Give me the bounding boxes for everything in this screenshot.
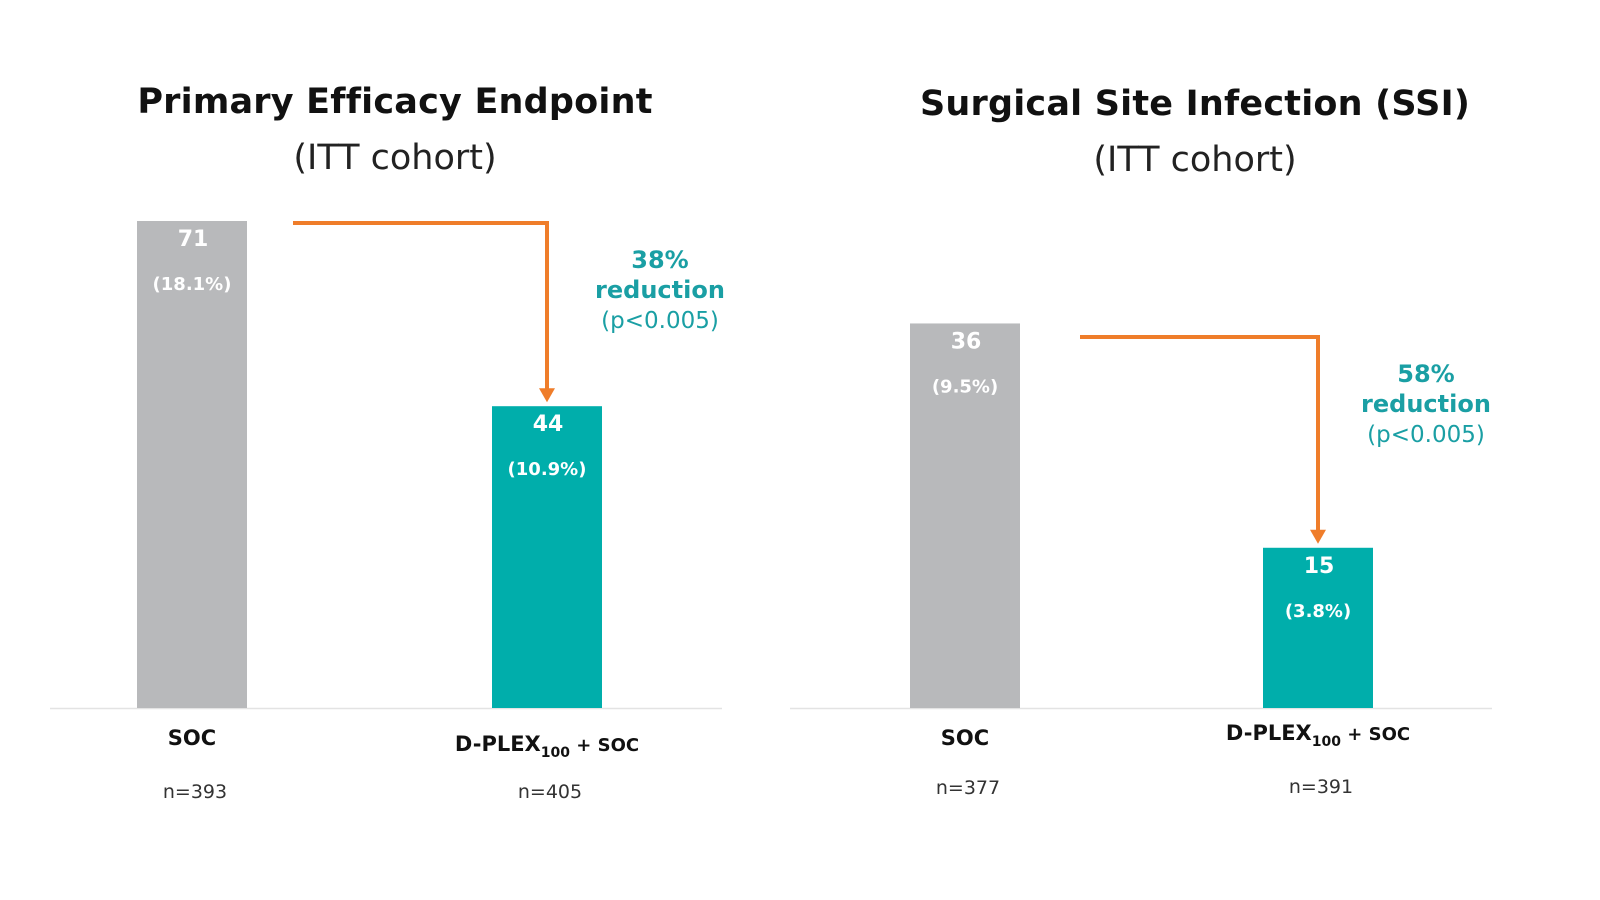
- sample-size-label: n=393: [163, 781, 227, 803]
- bar-chart-primary-efficacy: 71 (18.1%) SOC n=393 44 (10.9%) D-PLEX100 + SO…: [50, 221, 725, 803]
- bar-percent-label: (18.1%): [153, 274, 232, 295]
- reduction-percent-label: 38%: [631, 246, 688, 274]
- sample-size-label: n=405: [518, 781, 582, 803]
- bar-percent-label: (3.8%): [1285, 601, 1351, 622]
- p-value-label: (p<0.005): [601, 308, 719, 334]
- bar-soc: [910, 323, 1020, 708]
- sample-size-label: n=377: [936, 777, 1000, 799]
- bar-percent-label: (10.9%): [508, 459, 587, 480]
- bar-soc: [137, 221, 247, 708]
- category-name: SOC: [168, 726, 216, 750]
- reduction-percent-label: 58%: [1397, 360, 1454, 388]
- category-suffix: + SOC: [570, 735, 639, 756]
- reduction-arrowhead: [539, 388, 555, 403]
- bar-value-label: 44: [533, 412, 564, 437]
- chart-panel-primary-efficacy: Primary Efficacy Endpoint (ITT cohort) 7…: [0, 0, 790, 900]
- bar-value-label: 71: [178, 227, 209, 252]
- bar-chart-ssi: 36 (9.5%) SOC n=377 15 (3.8%) D-PLEX100 + SOC n…: [790, 323, 1492, 799]
- chart-panel-ssi: Surgical Site Infection (SSI) (ITT cohor…: [790, 0, 1600, 900]
- category-name: D-PLEX: [455, 732, 541, 756]
- bar-dplex-soc: [1263, 547, 1373, 708]
- category-label-dplex-soc: D-PLEX100 + SOC: [455, 732, 639, 761]
- bar-value-label: 15: [1304, 554, 1335, 579]
- category-name: D-PLEX: [1226, 721, 1312, 745]
- bar-percent-label: (9.5%): [932, 376, 998, 397]
- p-value-label: (p<0.005): [1367, 422, 1485, 448]
- category-suffix: + SOC: [1341, 724, 1410, 745]
- reduction-arrow-line: [293, 221, 549, 391]
- category-label-soc: SOC: [168, 726, 216, 750]
- chart-title: Primary Efficacy Endpoint: [137, 82, 653, 122]
- chart-subtitle: (ITT cohort): [293, 138, 497, 178]
- bar-dplex-soc: [492, 406, 602, 708]
- chart-title: Surgical Site Infection (SSI): [919, 84, 1471, 124]
- category-label-dplex-soc: D-PLEX100 + SOC: [1226, 721, 1410, 750]
- category-name: SOC: [941, 726, 989, 750]
- reduction-word-label: reduction: [1361, 390, 1491, 418]
- category-label-soc: SOC: [941, 726, 989, 750]
- bar-value-label: 36: [951, 329, 982, 354]
- category-subscript: 100: [541, 745, 570, 761]
- sample-size-label: n=391: [1289, 776, 1353, 798]
- chart-subtitle: (ITT cohort): [1093, 140, 1297, 180]
- reduction-word-label: reduction: [595, 276, 725, 304]
- category-subscript: 100: [1312, 734, 1341, 750]
- reduction-arrowhead: [1310, 529, 1326, 544]
- reduction-arrow-line: [1080, 335, 1320, 532]
